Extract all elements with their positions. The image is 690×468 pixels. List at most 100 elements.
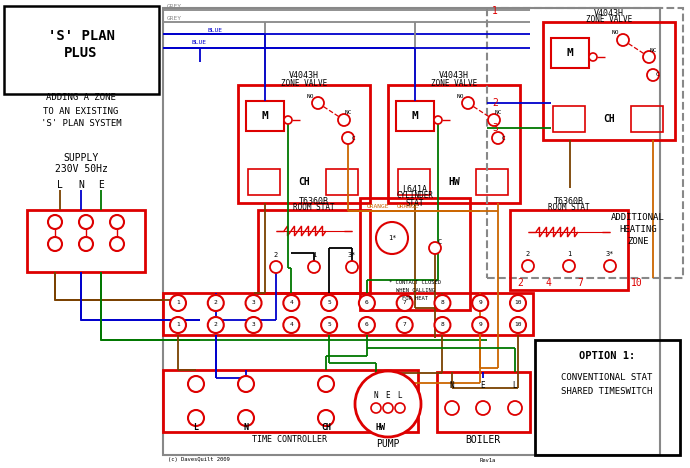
Bar [238, 85, 370, 203]
Circle shape [488, 114, 500, 126]
Circle shape [48, 215, 62, 229]
Circle shape [284, 317, 299, 333]
Text: HEATING: HEATING [619, 226, 657, 234]
Bar [246, 101, 284, 131]
Text: M: M [566, 48, 573, 58]
Bar [4, 6, 159, 94]
Text: 10: 10 [514, 322, 522, 328]
Circle shape [359, 317, 375, 333]
Circle shape [429, 242, 441, 254]
Circle shape [445, 401, 459, 415]
Text: BLUE: BLUE [192, 39, 207, 44]
Circle shape [238, 376, 254, 392]
Bar [535, 340, 680, 455]
Text: ROOM STAT: ROOM STAT [293, 204, 335, 212]
Circle shape [270, 261, 282, 273]
Circle shape [462, 97, 474, 109]
Text: 2: 2 [214, 322, 217, 328]
Circle shape [492, 132, 504, 144]
Text: 6: 6 [365, 322, 368, 328]
Text: 4: 4 [545, 278, 551, 288]
Circle shape [373, 376, 389, 392]
Text: NO: NO [611, 30, 619, 36]
Circle shape [188, 410, 204, 426]
Circle shape [373, 410, 389, 426]
Text: HW: HW [376, 424, 386, 432]
Bar [248, 169, 280, 195]
Text: 1: 1 [176, 322, 180, 328]
Bar [510, 210, 628, 290]
Text: FOR HEAT: FOR HEAT [402, 295, 428, 300]
Text: HW: HW [448, 177, 460, 187]
Bar [398, 169, 430, 195]
Circle shape [342, 132, 354, 144]
Text: N: N [450, 381, 454, 390]
Circle shape [246, 317, 262, 333]
Text: 8: 8 [441, 322, 444, 328]
Text: L641A: L641A [402, 184, 428, 193]
Circle shape [522, 260, 534, 272]
Circle shape [435, 295, 451, 311]
Text: 2: 2 [492, 98, 498, 108]
Bar [388, 85, 520, 203]
Circle shape [48, 237, 62, 251]
Text: 5: 5 [327, 322, 331, 328]
Text: V4043H: V4043H [439, 72, 469, 80]
Text: 2: 2 [517, 278, 523, 288]
Text: TO AN EXISTING: TO AN EXISTING [43, 107, 119, 116]
Circle shape [208, 317, 224, 333]
Text: ZONE: ZONE [627, 237, 649, 247]
Circle shape [312, 97, 324, 109]
Circle shape [308, 261, 320, 273]
Text: 4: 4 [290, 300, 293, 306]
Text: BOILER: BOILER [465, 435, 501, 445]
Circle shape [435, 317, 451, 333]
Bar [163, 8, 660, 455]
Bar [360, 198, 470, 310]
Text: * CONTACT CLOSED: * CONTACT CLOSED [389, 279, 441, 285]
Circle shape [110, 237, 124, 251]
Text: 8: 8 [441, 300, 444, 306]
Circle shape [79, 215, 93, 229]
Text: M: M [412, 111, 418, 121]
Circle shape [346, 261, 358, 273]
Text: 'S' PLAN: 'S' PLAN [48, 29, 115, 43]
Text: C: C [656, 73, 660, 78]
Text: WHEN CALLING: WHEN CALLING [395, 287, 435, 292]
Text: BLUE: BLUE [207, 28, 222, 32]
Bar [396, 101, 434, 131]
Text: ORANGE: ORANGE [397, 204, 420, 209]
Text: PUMP: PUMP [376, 439, 400, 449]
Text: 2: 2 [214, 300, 217, 306]
Text: CH: CH [603, 114, 615, 124]
Circle shape [79, 237, 93, 251]
Text: SUPPLY: SUPPLY [63, 153, 99, 163]
Text: C: C [501, 136, 505, 140]
Circle shape [643, 51, 655, 63]
Text: NO: NO [306, 94, 314, 98]
Text: 1*: 1* [388, 235, 396, 241]
Bar [543, 22, 675, 140]
Circle shape [284, 295, 299, 311]
Text: ZONE VALVE: ZONE VALVE [586, 15, 632, 24]
Text: 5: 5 [327, 300, 331, 306]
Text: 1: 1 [312, 252, 316, 258]
Text: 3*: 3* [348, 252, 356, 258]
Text: N: N [244, 424, 248, 432]
Circle shape [510, 317, 526, 333]
Text: NO: NO [456, 94, 464, 98]
Circle shape [383, 403, 393, 413]
Text: C: C [438, 239, 442, 245]
Text: 2: 2 [526, 251, 530, 257]
Text: N: N [78, 180, 84, 190]
Text: E: E [386, 392, 391, 401]
Text: L: L [513, 381, 518, 390]
Circle shape [617, 34, 629, 46]
Circle shape [476, 401, 490, 415]
Text: ADDITIONAL: ADDITIONAL [611, 213, 665, 222]
Bar [258, 210, 370, 293]
Bar [163, 370, 418, 432]
Text: 9: 9 [478, 300, 482, 306]
Text: ZONE VALVE: ZONE VALVE [431, 79, 477, 88]
Bar [551, 38, 589, 68]
